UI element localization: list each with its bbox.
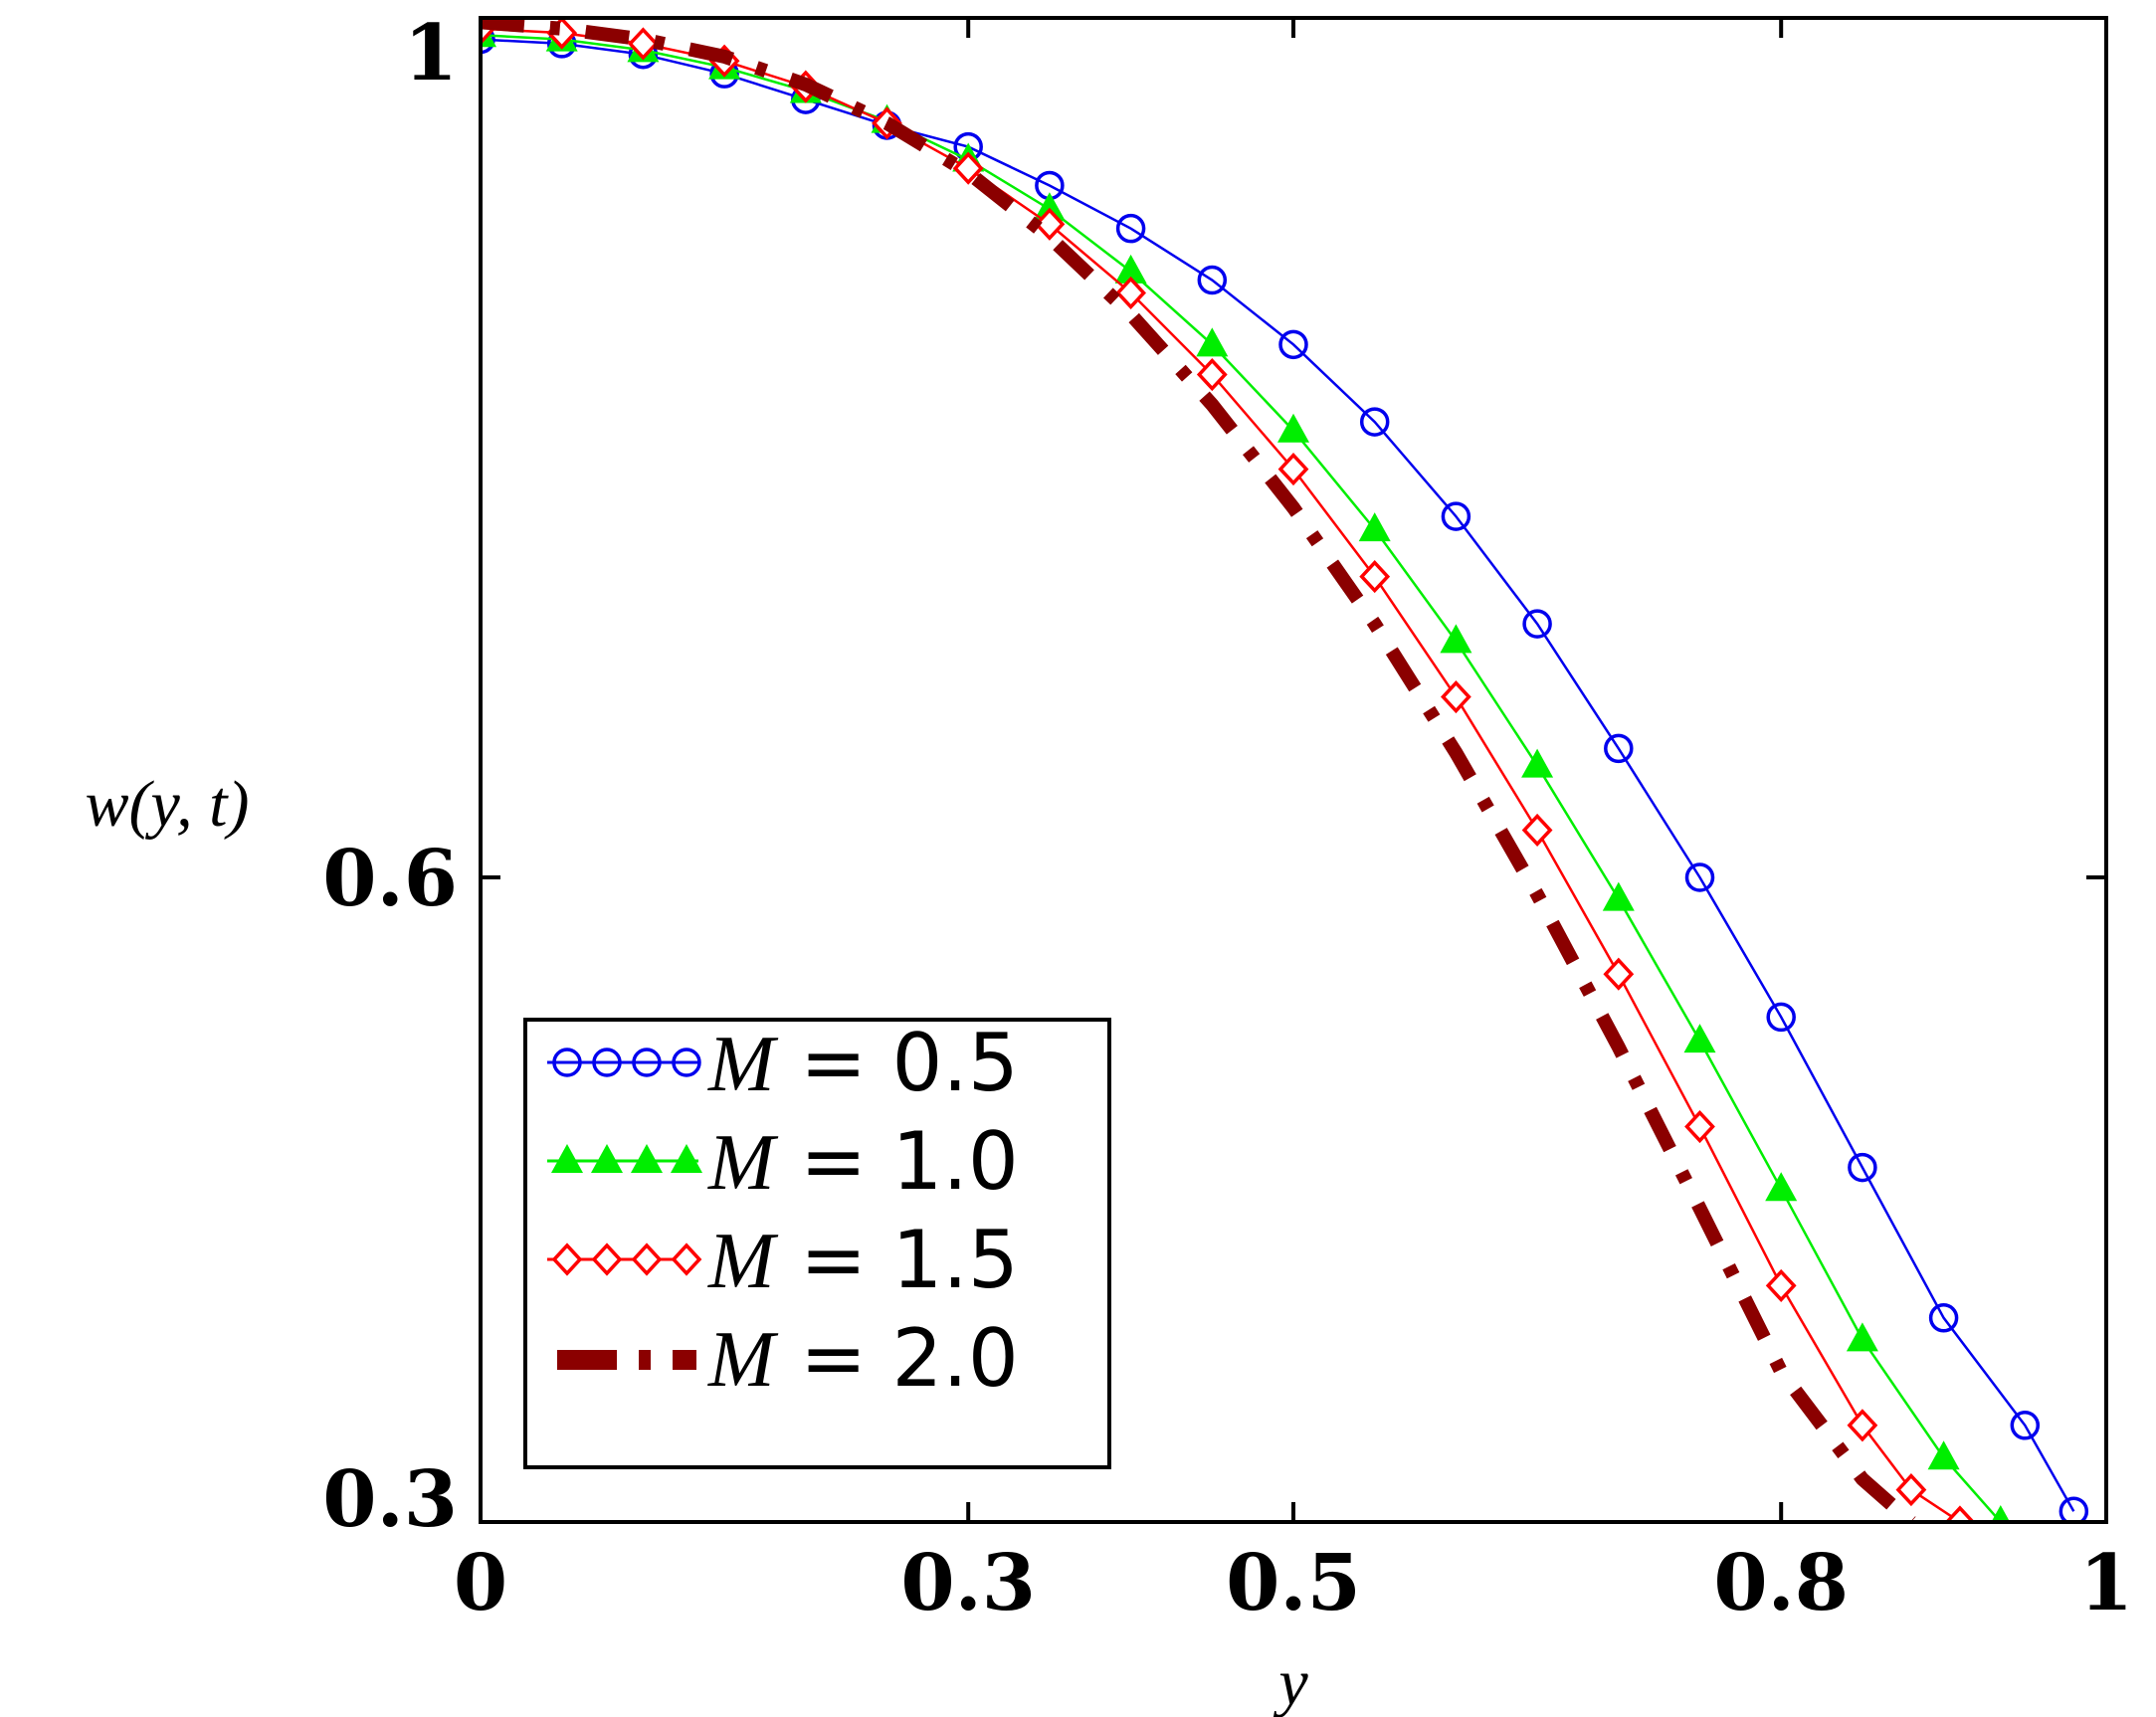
legend-swatch-marker <box>632 1048 662 1077</box>
data-point <box>1277 453 1309 486</box>
legend-swatch-marker <box>591 1144 623 1173</box>
x-axis-label: y <box>1273 1646 1308 1717</box>
data-point <box>1684 862 1715 892</box>
data-point <box>1115 213 1146 244</box>
legend-label: M = 1.5 <box>707 1214 1019 1306</box>
y-tick-label: 1 <box>404 8 458 98</box>
data-point <box>1602 881 1635 911</box>
data-point <box>1846 1322 1878 1352</box>
x-tick-label: 0.3 <box>900 1538 1036 1628</box>
data-point <box>1683 1024 1716 1053</box>
data-point <box>1115 276 1146 310</box>
data-point <box>1684 1109 1715 1144</box>
x-tick-label: 0 <box>454 1538 507 1628</box>
legend-swatch-marker <box>551 1144 583 1173</box>
legend-label: M = 0.5 <box>707 1017 1019 1109</box>
legend-swatch-marker <box>552 1048 582 1077</box>
data-point <box>952 151 984 185</box>
data-point <box>1114 254 1147 284</box>
data-point <box>2058 1496 2089 1522</box>
legend-label-var: M <box>707 1316 779 1404</box>
data-point <box>1766 1002 1796 1033</box>
legend-entry-1: M = 0.5 <box>547 1017 1019 1109</box>
legend-box <box>523 1018 1111 1469</box>
legend-swatch-marker <box>631 1242 663 1276</box>
data-point <box>1440 624 1472 654</box>
legend-entry-2: M = 1.0 <box>547 1115 1019 1208</box>
legend-label-value: = 1.0 <box>775 1115 1019 1208</box>
data-point <box>1928 1303 1959 1333</box>
data-point <box>1277 413 1309 443</box>
legend-label-value: = 1.5 <box>775 1214 1019 1306</box>
legend-swatch-marker <box>672 1048 701 1077</box>
data-point <box>1848 1152 1877 1183</box>
legend-entry-4: M = 2.0 <box>557 1312 1019 1405</box>
series-line <box>481 18 1916 1522</box>
data-point <box>1522 609 1552 639</box>
legend-swatch-marker <box>592 1048 622 1077</box>
data-point <box>1033 192 1066 222</box>
legend-entry-3: M = 1.5 <box>547 1214 1019 1306</box>
x-tick-label: 1 <box>2079 1538 2133 1628</box>
data-point <box>1196 357 1228 392</box>
data-point <box>1847 1409 1878 1442</box>
legend-swatch-marker <box>631 1144 663 1173</box>
legend-swatch-marker <box>671 1242 702 1276</box>
legend-label-var: M <box>707 1119 779 1207</box>
legend-label-var: M <box>707 1021 779 1108</box>
data-point <box>1278 329 1308 360</box>
legend-label-var: M <box>707 1218 779 1305</box>
data-point <box>1521 748 1554 778</box>
legend-rows: M = 0.5M = 1.0M = 1.5M = 2.0 <box>547 1017 1019 1405</box>
data-point <box>1944 1505 1976 1522</box>
y-tick-label: 0.3 <box>322 1454 458 1545</box>
legend-swatch-marker <box>591 1242 623 1276</box>
series-layer <box>481 18 2089 1522</box>
legend-label-value: = 2.0 <box>775 1312 1019 1405</box>
data-point <box>1991 1505 2011 1522</box>
data-point <box>1359 407 1390 437</box>
data-point <box>1359 560 1391 594</box>
data-point <box>1765 1268 1797 1302</box>
data-point <box>1034 207 1066 241</box>
ticks-layer: 0 0.3 0.5 0.8 10.30.61 <box>322 8 2133 1628</box>
data-point <box>1604 733 1634 764</box>
legend-swatch-marker <box>551 1242 583 1276</box>
data-point <box>1358 512 1391 542</box>
series-4 <box>481 18 1916 1522</box>
data-point <box>2010 1411 2041 1440</box>
data-point <box>1603 957 1635 991</box>
legend-label: M = 2.0 <box>707 1312 1019 1405</box>
data-point <box>1441 501 1471 531</box>
data-point <box>1197 265 1228 295</box>
y-axis-label: w(y, t) <box>86 768 250 841</box>
data-point <box>1521 813 1553 848</box>
data-point <box>1196 327 1229 357</box>
legend-label-value: = 0.5 <box>775 1017 1019 1109</box>
y-tick-label: 0.6 <box>322 834 458 924</box>
data-point <box>1895 1473 1927 1507</box>
legend: M = 0.5M = 1.0M = 1.5M = 2.0 <box>523 1017 1111 1469</box>
x-tick-label: 0.5 <box>1226 1538 1361 1628</box>
series-line <box>481 34 2002 1522</box>
x-tick-label: 0.8 <box>1713 1538 1849 1628</box>
data-point <box>1927 1440 1960 1470</box>
legend-swatch-marker <box>671 1144 702 1173</box>
series-line <box>481 38 2075 1512</box>
data-point <box>628 27 659 61</box>
series-line <box>481 27 1961 1522</box>
data-point <box>1441 679 1471 714</box>
data-point <box>1765 1172 1798 1202</box>
legend-label: M = 1.0 <box>707 1115 1019 1208</box>
data-point <box>481 24 495 55</box>
